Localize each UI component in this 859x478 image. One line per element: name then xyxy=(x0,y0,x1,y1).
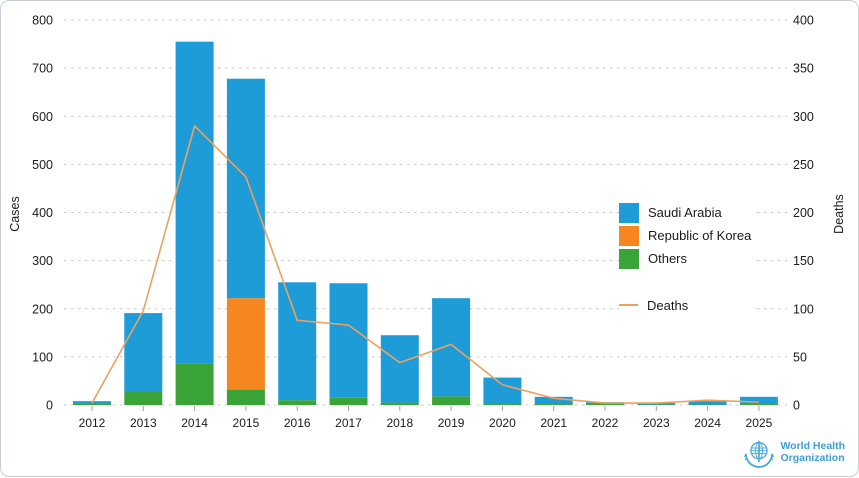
legend-label-deaths: Deaths xyxy=(647,298,688,313)
x-axis-year-label: 2023 xyxy=(643,416,670,430)
right-axis-tick-label: 200 xyxy=(793,206,814,220)
left-axis-tick-label: 200 xyxy=(32,302,53,316)
legend-swatch xyxy=(619,203,639,223)
legend-label: Saudi Arabia xyxy=(648,205,722,220)
bar-segment-2017-others xyxy=(330,398,368,405)
x-axis-year-label: 2015 xyxy=(233,416,260,430)
legend: Saudi Arabia Republic of Korea Others Deat… xyxy=(619,202,757,316)
bar-segment-2015-republic-of-korea xyxy=(227,298,265,389)
x-axis-year-label: 2018 xyxy=(386,416,413,430)
left-axis-tick-label: 400 xyxy=(32,206,53,220)
legend-label: Republic of Korea xyxy=(648,228,751,243)
left-axis-tick-label: 600 xyxy=(32,110,53,124)
who-wordmark: World Health Organization xyxy=(780,441,845,464)
x-axis-year-label: 2013 xyxy=(130,416,157,430)
right-axis-tick-label: 150 xyxy=(793,254,814,268)
legend-series-items: Saudi Arabia Republic of Korea Others xyxy=(619,202,757,269)
bar-segment-2013-saudi-arabia xyxy=(124,313,162,391)
bar-segment-2015-others xyxy=(227,390,265,405)
left-axis-tick-label: 500 xyxy=(32,158,53,172)
x-axis-year-label: 2014 xyxy=(181,416,208,430)
bar-segment-2025-others xyxy=(740,404,778,405)
left-axis-tick-label: 100 xyxy=(32,350,53,364)
right-axis-tick-label: 50 xyxy=(793,350,807,364)
left-axis-tick-label: 800 xyxy=(32,14,53,28)
x-axis-year-label: 2021 xyxy=(540,416,567,430)
bar-segment-2013-others xyxy=(124,392,162,405)
bar-segment-2019-saudi-arabia xyxy=(432,298,470,396)
legend-label: Others xyxy=(648,251,687,266)
y-axis-title-cases: Cases xyxy=(8,186,22,242)
left-axis-tick-label: 700 xyxy=(32,62,53,76)
legend-item-republic-of-korea: Republic of Korea xyxy=(619,225,757,246)
x-axis-year-label: 2025 xyxy=(746,416,773,430)
y-axis-title-deaths: Deaths xyxy=(832,186,846,242)
bar-segment-2014-saudi-arabia xyxy=(176,42,214,364)
x-axis-year-label: 2019 xyxy=(438,416,465,430)
legend-item-others: Others xyxy=(619,248,757,269)
right-axis-tick-label: 100 xyxy=(793,302,814,316)
x-axis-year-label: 2020 xyxy=(489,416,516,430)
legend-swatch xyxy=(619,226,639,246)
x-axis-year-label: 2016 xyxy=(284,416,311,430)
x-axis-year-label: 2012 xyxy=(79,416,106,430)
bar-segment-2015-saudi-arabia xyxy=(227,79,265,298)
bar-segment-2021-others xyxy=(535,404,573,405)
right-axis-tick-label: 400 xyxy=(793,14,814,28)
bar-segment-2019-others xyxy=(432,396,470,405)
left-axis-tick-label: 0 xyxy=(46,399,53,413)
who-attribution: World Health Organization xyxy=(742,436,845,470)
bar-segment-2016-others xyxy=(278,400,316,405)
legend-swatch xyxy=(619,249,639,269)
x-axis-year-label: 2022 xyxy=(592,416,619,430)
bar-segment-2018-others xyxy=(381,403,419,405)
bar-segment-2016-saudi-arabia xyxy=(278,282,316,400)
left-axis-tick-label: 300 xyxy=(32,254,53,268)
bar-segment-2020-saudi-arabia xyxy=(483,378,521,404)
bar-segment-2012-others xyxy=(73,403,111,405)
right-axis-tick-label: 0 xyxy=(793,399,800,413)
legend-item-saudi-arabia: Saudi Arabia xyxy=(619,202,757,223)
who-emblem-icon xyxy=(742,436,776,470)
who-text-line2: Organization xyxy=(780,453,845,465)
bar-segment-2014-others xyxy=(176,364,214,405)
bar-segment-2025-saudi-arabia xyxy=(740,397,778,404)
x-axis-year-label: 2017 xyxy=(335,416,362,430)
bar-segment-2017-saudi-arabia xyxy=(330,283,368,398)
right-axis-tick-label: 250 xyxy=(793,158,814,172)
bar-segment-2018-saudi-arabia xyxy=(381,335,419,402)
right-axis-tick-label: 300 xyxy=(793,110,814,124)
right-axis-tick-label: 350 xyxy=(793,62,814,76)
deaths-line-swatch xyxy=(619,304,638,306)
legend-item-deaths: Deaths xyxy=(619,296,757,314)
x-axis-year-label: 2024 xyxy=(694,416,721,430)
bar-segment-2020-others xyxy=(483,404,521,405)
